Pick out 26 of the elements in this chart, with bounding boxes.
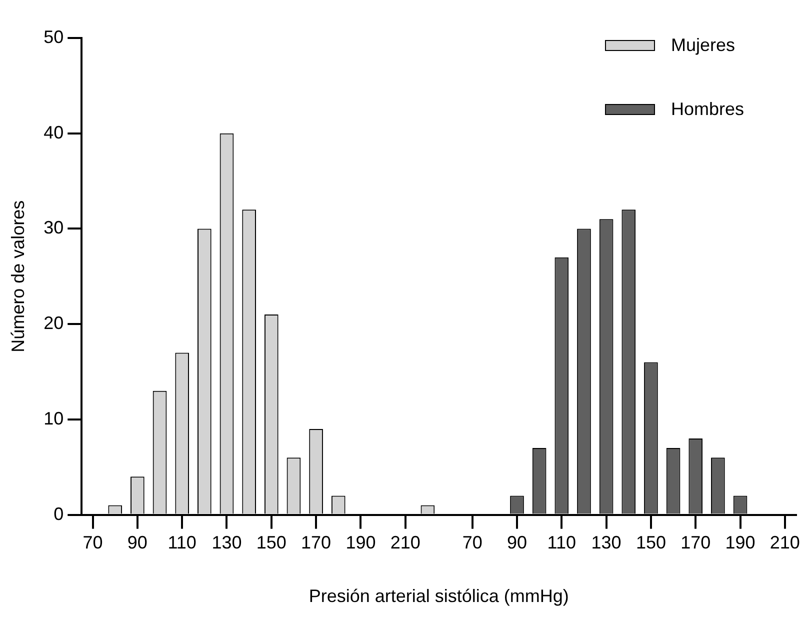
x-tick-label: 90: [506, 532, 528, 553]
y-tick-label: 10: [44, 408, 64, 428]
x-tick-label: 70: [462, 532, 482, 553]
x-axis-title: Presión arterial sistólica (mmHg): [308, 586, 569, 606]
y-tick-label: 20: [44, 313, 64, 334]
y-axis-title: Número de valores: [8, 200, 28, 352]
x-tick-label: 210: [770, 532, 800, 553]
x-tick-label: 130: [212, 532, 242, 553]
x-tick-label: 170: [680, 532, 711, 553]
x-tick-label: 190: [725, 532, 756, 553]
x-tick-label: 90: [127, 532, 148, 553]
x-tick-label: 110: [547, 532, 576, 553]
x-tick-label: 190: [346, 532, 376, 553]
y-tick-label: 40: [44, 122, 64, 142]
x-tick-label: 70: [82, 532, 103, 553]
x-tick-label: 210: [390, 532, 420, 553]
x-tick-label: 150: [256, 532, 286, 553]
legend-label: Mujeres: [670, 34, 735, 56]
y-tick-label: 30: [44, 218, 64, 238]
x-tick-label: 150: [636, 532, 666, 553]
y-tick-label: 0: [54, 504, 64, 524]
legend-label: Hombres: [670, 98, 744, 120]
x-tick-label: 170: [301, 532, 332, 553]
y-tick-label: 50: [44, 26, 64, 47]
x-tick-label: 110: [168, 532, 196, 553]
x-tick-label: 130: [591, 532, 622, 553]
